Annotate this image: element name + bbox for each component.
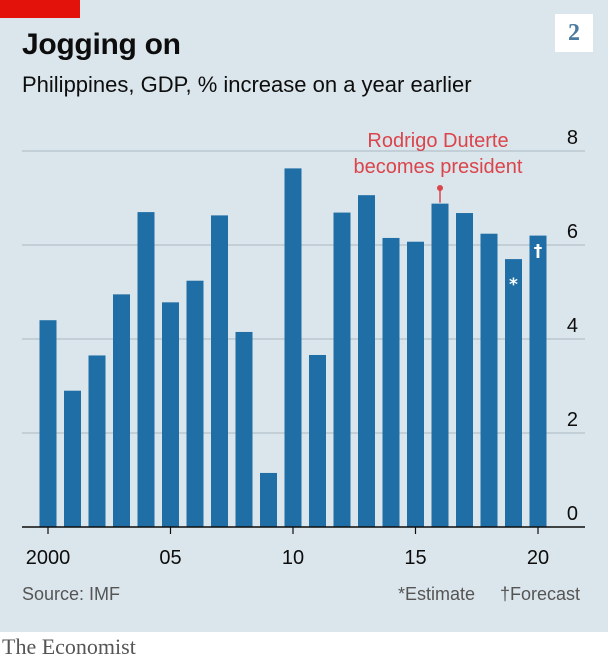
bars: *†	[39, 168, 547, 528]
source-note: Source: IMF	[22, 584, 121, 604]
bar-2004	[137, 212, 155, 527]
annotation-text-line-1: Rodrigo Duterte	[367, 130, 508, 152]
annotation-dot	[437, 185, 443, 191]
chart-number-badge: 2	[555, 14, 593, 52]
y-tick-label-6: 6	[567, 221, 578, 243]
y-tick-label-2: 2	[567, 409, 578, 431]
bar-2017	[456, 213, 473, 528]
bar-2001	[64, 390, 81, 527]
bar-marker-2020: †	[534, 242, 543, 262]
bar-2009	[260, 472, 277, 527]
bar-2016	[431, 203, 449, 527]
bar-2013	[358, 195, 375, 527]
annotation: Rodrigo Duterte becomes president	[354, 130, 523, 203]
bar-2007	[211, 215, 228, 527]
bar-2012	[333, 212, 351, 527]
chart-subtitle: Philippines, GDP, % increase on a year e…	[22, 72, 472, 97]
y-tick-label-8: 8	[567, 127, 578, 149]
bar-2010	[284, 168, 302, 527]
brand-red-tab	[0, 0, 80, 18]
bar-2008	[235, 331, 253, 527]
bar-marker-2019: *	[509, 275, 518, 295]
x-tick-label-2015: 15	[404, 547, 426, 569]
x-tick-label-2010: 10	[282, 547, 304, 569]
x-tick-label-2000: 2000	[26, 547, 71, 569]
x-tick-label-2005: 05	[159, 547, 181, 569]
chart-title: Jogging on	[22, 28, 181, 61]
y-tick-label-4: 4	[567, 315, 578, 337]
bar-2019	[505, 259, 522, 527]
axes: 0 2 4 6 8 2000 05 10 15 20	[22, 127, 585, 569]
bar-2018	[480, 233, 498, 527]
bar-2005	[162, 302, 179, 527]
bar-2020	[529, 235, 547, 527]
bar-2002	[88, 355, 106, 527]
bar-2000	[39, 320, 57, 527]
bar-2003	[113, 294, 130, 527]
estimate-note: *Estimate	[398, 584, 476, 604]
bar-2011	[309, 354, 326, 527]
bar-2006	[186, 280, 204, 527]
y-tick-label-0: 0	[567, 503, 578, 525]
x-tick-label-2020: 20	[527, 547, 549, 569]
forecast-note: †Forecast	[500, 584, 581, 604]
annotation-text-line-2: becomes president	[354, 156, 523, 178]
economist-logo: The Economist	[2, 634, 136, 659]
bar-2015	[407, 241, 424, 527]
bar-2014	[382, 237, 400, 527]
gridlines	[22, 150, 585, 434]
